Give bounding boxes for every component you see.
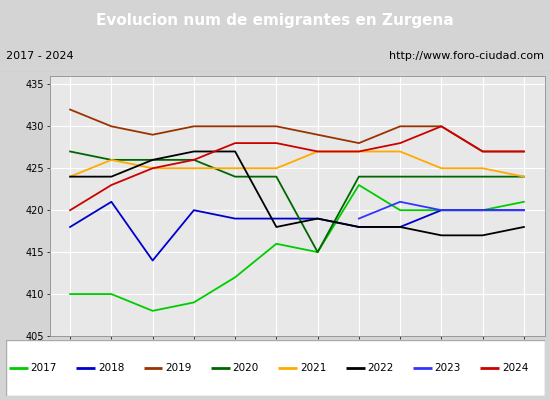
Text: 2022: 2022 [367,363,394,373]
Text: Evolucion num de emigrantes en Zurgena: Evolucion num de emigrantes en Zurgena [96,12,454,28]
Text: 2017 - 2024: 2017 - 2024 [6,51,73,61]
Text: http://www.foro-ciudad.com: http://www.foro-ciudad.com [389,51,544,61]
Text: 2018: 2018 [98,363,124,373]
FancyBboxPatch shape [6,340,544,396]
Text: 2017: 2017 [30,363,57,373]
Text: 2020: 2020 [233,363,259,373]
Text: 2019: 2019 [165,363,191,373]
Text: 2023: 2023 [434,363,461,373]
Text: 2024: 2024 [502,363,529,373]
Text: 2021: 2021 [300,363,326,373]
